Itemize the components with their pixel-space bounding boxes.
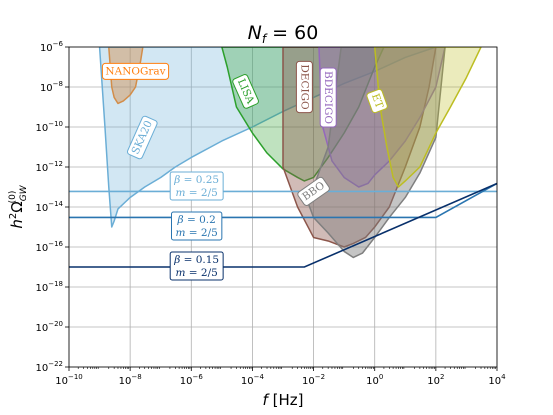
x-tick-label-7: 104 — [488, 373, 506, 387]
curve-label-box — [319, 67, 337, 128]
curve-label-text: NANOGrav — [105, 65, 165, 77]
y-axis-omega: Ω — [8, 201, 26, 212]
curve-ska20 — [98, 47, 437, 228]
curve-label-text: ET — [369, 92, 385, 110]
x-tick-label-2: 10−6 — [180, 373, 204, 387]
y-tick-label-7: 10−8 — [40, 80, 63, 94]
title-base: N — [248, 22, 262, 44]
y-tick-label-3: 10−16 — [35, 240, 63, 254]
title-sub: f — [262, 32, 268, 46]
curve-label-decigo: DECIGO — [295, 60, 313, 114]
x-tick-label-6: 102 — [427, 373, 444, 387]
y-axis-base: h — [8, 219, 26, 229]
curve-label-text: DECIGO — [298, 64, 310, 110]
y-tick-label-2: 10−18 — [35, 280, 63, 294]
annotation-2: β = 0.15m = 2/5 — [169, 251, 224, 281]
y-axis-sub: GW — [19, 184, 29, 201]
title-rest: = 60 — [266, 22, 318, 44]
curve-label-bdecigo: BDECIGO — [319, 67, 337, 128]
x-axis-unit: [Hz] — [268, 391, 304, 409]
annotation-line-2: m = 2/5 — [175, 227, 217, 239]
y-axis-sup2: (0) — [8, 191, 18, 204]
curve-label-lisa: LISA — [232, 74, 259, 109]
series-line-2 — [69, 182, 497, 268]
annotation-box — [169, 171, 224, 201]
x-tick-label-1: 10−8 — [119, 373, 142, 387]
y-axis-sup1: 2 — [8, 213, 19, 219]
y-tick-label-8: 10−6 — [40, 40, 64, 54]
annotation-0: β = 0.25m = 2/5 — [169, 171, 224, 201]
annotation-line-2: m = 2/5 — [175, 267, 217, 279]
y-axis: 10−22 10−20 10−18 10−16 10−14 10−12 10−10 10−8 1… — [35, 40, 69, 374]
curve-label-box — [232, 74, 259, 109]
annotation-line-1: β = 0.2 — [177, 214, 216, 226]
curve-label-box — [101, 62, 170, 80]
series-annotations: β = 0.25m = 2/5β = 0.2m = 2/5β = 0.15m =… — [169, 171, 224, 281]
y-tick-label-6: 10−10 — [35, 120, 63, 134]
curve-label-box — [366, 88, 388, 114]
chart-title: Nf = 60 — [248, 22, 319, 46]
y-tick-label-4: 10−14 — [35, 200, 63, 214]
curve-label-box — [297, 176, 330, 206]
y-tick-label-0: 10−22 — [35, 360, 63, 374]
x-axis-label: f [Hz] — [263, 391, 304, 409]
curve-lisa — [221, 47, 385, 182]
curve-label-box — [295, 60, 313, 114]
x-axis-var: f — [263, 391, 271, 409]
curve-label-nanograv: NANOGrav — [101, 62, 170, 80]
x-tick-label-5: 100 — [366, 373, 383, 387]
curve-et — [373, 47, 482, 188]
y-tick-label-5: 10−12 — [35, 160, 63, 174]
annotation-line-1: β = 0.15 — [173, 254, 219, 266]
annotation-box — [169, 251, 224, 281]
x-tick-label-3: 10−4 — [241, 373, 265, 387]
y-axis-label: h2ΩGW(0) — [8, 184, 29, 228]
y-tick-label-1: 10−20 — [35, 320, 63, 334]
annotation-box — [170, 211, 223, 241]
curve-label-box — [126, 115, 158, 160]
annotation-line-1: β = 0.25 — [173, 174, 219, 186]
x-tick-label-0: 10−10 — [55, 373, 83, 387]
annotation-1: β = 0.2m = 2/5 — [170, 211, 223, 241]
x-tick-label-4: 10−2 — [302, 373, 325, 387]
x-axis: 10−10 10−8 10−6 10−4 10−2 100 102 104 — [55, 367, 506, 387]
curve-label-text: BDECIGO — [322, 71, 334, 124]
curve-label-et: ET — [366, 88, 388, 114]
annotation-line-2: m = 2/5 — [175, 187, 217, 199]
